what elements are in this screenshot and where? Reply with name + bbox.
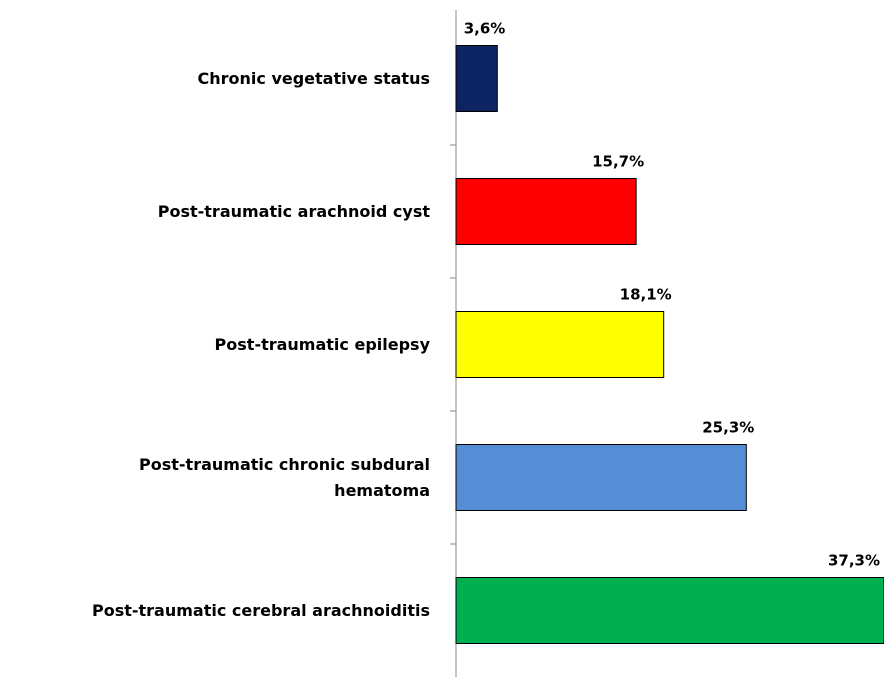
value-label: 15,7% — [592, 153, 644, 171]
bar — [455, 45, 498, 112]
bar — [455, 178, 637, 245]
value-label: 37,3% — [828, 552, 880, 570]
value-label: 18,1% — [620, 286, 672, 304]
category-label: Post-traumatic arachnoid cyst — [157, 201, 430, 221]
category-label: Post-traumatic epilepsy — [214, 334, 430, 354]
category-label: Post-traumatic chronic subdural hematoma — [139, 454, 430, 500]
bar — [455, 311, 665, 378]
value-label: 3,6% — [464, 20, 506, 38]
category-label: Post-traumatic cerebral arachnoiditis — [91, 600, 430, 620]
bar — [455, 444, 747, 511]
value-label: 25,3% — [702, 419, 754, 437]
category-label: Chronic vegetative status — [197, 68, 431, 88]
bar — [455, 577, 884, 644]
